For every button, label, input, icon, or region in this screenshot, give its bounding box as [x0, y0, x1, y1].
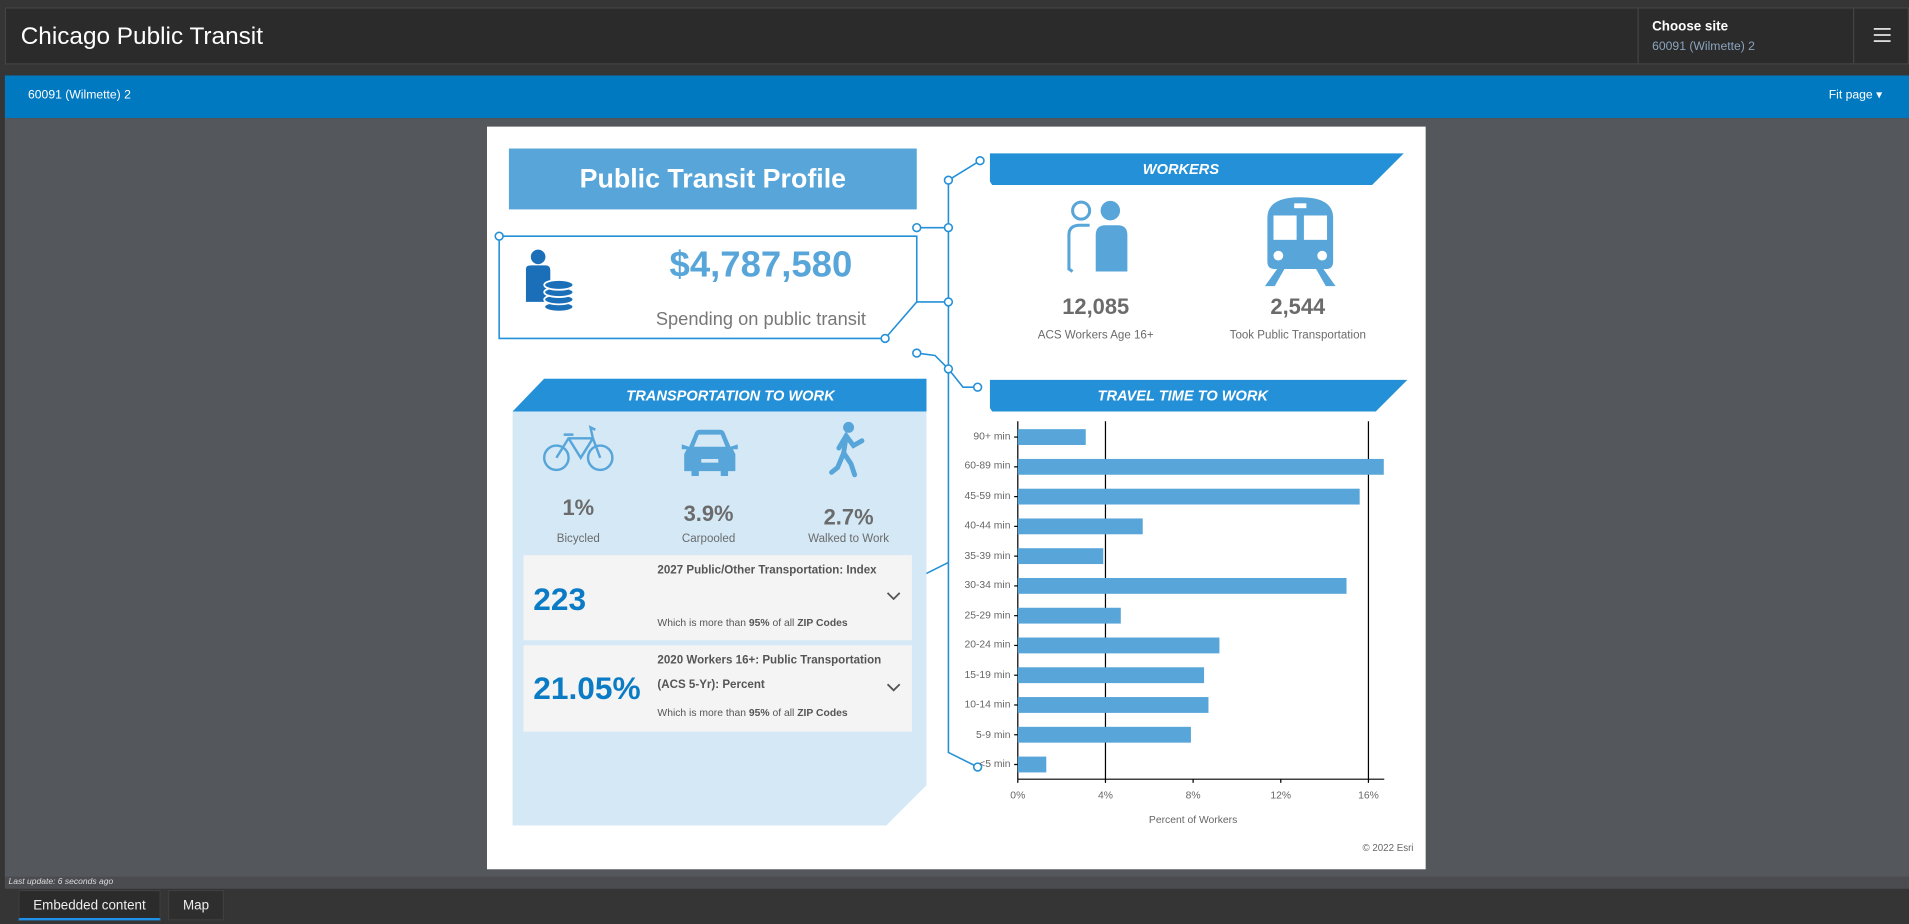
x-axis-title: Percent of Workers	[1148, 813, 1238, 826]
car-icon	[681, 429, 738, 477]
public-transport-count: 2,544	[1270, 294, 1326, 319]
chevron-down-icon[interactable]	[886, 592, 901, 602]
app-header: Chicago Public Transit Choose site 60091…	[4, 7, 1909, 65]
travel-time-chart	[1014, 421, 1385, 783]
public-transport-label: Took Public Transportation	[1229, 328, 1366, 343]
carpooled-label: Carpooled	[681, 532, 736, 546]
stat-value: 223	[533, 580, 587, 618]
zoom-dropdown[interactable]: Fit page ▾	[1828, 88, 1883, 103]
category-label: 10-14 min	[964, 697, 1011, 710]
bar	[1017, 726, 1191, 743]
hamburger-icon	[1873, 28, 1891, 43]
x-tick-label: 12%	[1270, 788, 1292, 802]
bar	[1017, 607, 1121, 624]
stat-title: 2027 Public/Other Transportation: Index	[657, 563, 877, 578]
category-label: 20-24 min	[964, 638, 1011, 651]
category-label: 60-89 min	[964, 459, 1011, 472]
category-label: 45-59 min	[964, 489, 1011, 502]
category-label: 30-34 min	[964, 578, 1011, 591]
connector-lines	[494, 156, 985, 772]
workers-header-bg	[989, 153, 1404, 186]
infographic: Public Transit Profile $4,787,580 Spendi…	[486, 126, 1426, 870]
infographic-title: Public Transit Profile	[508, 148, 917, 210]
category-label: <5 min	[979, 757, 1011, 770]
bar	[1017, 548, 1104, 565]
travel-header-bg	[989, 379, 1408, 412]
category-label: 15-19 min	[964, 667, 1011, 681]
bicycled-value: 1%	[562, 495, 595, 520]
stat-card-percent[interactable]: 21.05% 2020 Workers 16+: Public Transpor…	[523, 645, 912, 732]
spending-person-icon	[525, 249, 575, 313]
category-label: 35-39 min	[964, 548, 1011, 562]
workers-count-label: ACS Workers Age 16+	[1037, 328, 1154, 343]
bar	[1017, 756, 1047, 773]
bar	[1017, 667, 1205, 684]
carpooled-value: 3.9%	[683, 501, 734, 526]
workers-count: 12,085	[1062, 294, 1130, 319]
site-toolbar: 60091 (Wilmette) 2 Fit page ▾	[4, 75, 1909, 119]
bicycled-label: Bicycled	[556, 532, 600, 546]
category-label: 40-44 min	[964, 519, 1011, 532]
bar	[1017, 577, 1347, 594]
chevron-down-icon[interactable]	[886, 683, 901, 693]
last-update: Last update: 6 seconds ago	[4, 876, 1909, 889]
travel-heading: TRAVEL TIME TO WORK	[1097, 387, 1268, 405]
bar	[1017, 697, 1209, 713]
workers-heading: WORKERS	[1142, 160, 1220, 178]
choose-site-button[interactable]: Choose site 60091 (Wilmette) 2	[1637, 8, 1852, 64]
tab-embedded-content[interactable]: Embedded content	[18, 889, 161, 921]
walking-icon	[829, 421, 865, 478]
transport-heading: TRANSPORTATION TO WORK	[626, 387, 835, 405]
site-name: 60091 (Wilmette) 2	[28, 88, 131, 103]
copyright: © 2022 Esri	[1362, 842, 1414, 854]
spending-label: Spending on public transit	[655, 309, 867, 330]
walked-label: Walked to Work	[808, 532, 890, 546]
stat-card-index[interactable]: 223 2027 Public/Other Transportation: In…	[523, 555, 912, 641]
train-icon	[1264, 197, 1336, 287]
bar	[1017, 637, 1220, 654]
stat-subtitle: Which is more than 95% of all ZIP Codes	[657, 706, 848, 719]
bar	[1017, 429, 1086, 445]
category-label: 5-9 min	[975, 727, 1011, 740]
bicycle-icon	[542, 425, 614, 472]
x-tick-label: 16%	[1358, 788, 1379, 802]
x-tick-label: 0%	[1010, 788, 1026, 802]
category-label: 25-29 min	[964, 608, 1011, 621]
bar	[1017, 518, 1143, 535]
app-title: Chicago Public Transit	[20, 23, 263, 50]
choose-site-label: Choose site	[1652, 19, 1729, 35]
x-tick-label: 4%	[1097, 788, 1113, 802]
walked-value: 2.7%	[823, 505, 874, 530]
category-label: 90+ min	[973, 429, 1011, 442]
workers-icon	[1067, 200, 1128, 273]
stat-subtitle: Which is more than 95% of all ZIP Codes	[657, 616, 848, 629]
x-tick-label: 8%	[1185, 788, 1201, 802]
menu-button[interactable]	[1852, 8, 1909, 64]
choose-site-value: 60091 (Wilmette) 2	[1652, 40, 1755, 54]
stat-value: 21.05%	[533, 669, 641, 707]
bar	[1017, 458, 1384, 475]
spending-value: $4,787,580	[669, 244, 853, 285]
stat-title: 2020 Workers 16+: Public Transportation …	[657, 653, 882, 692]
bar	[1017, 488, 1360, 505]
tab-map[interactable]: Map	[168, 889, 225, 921]
